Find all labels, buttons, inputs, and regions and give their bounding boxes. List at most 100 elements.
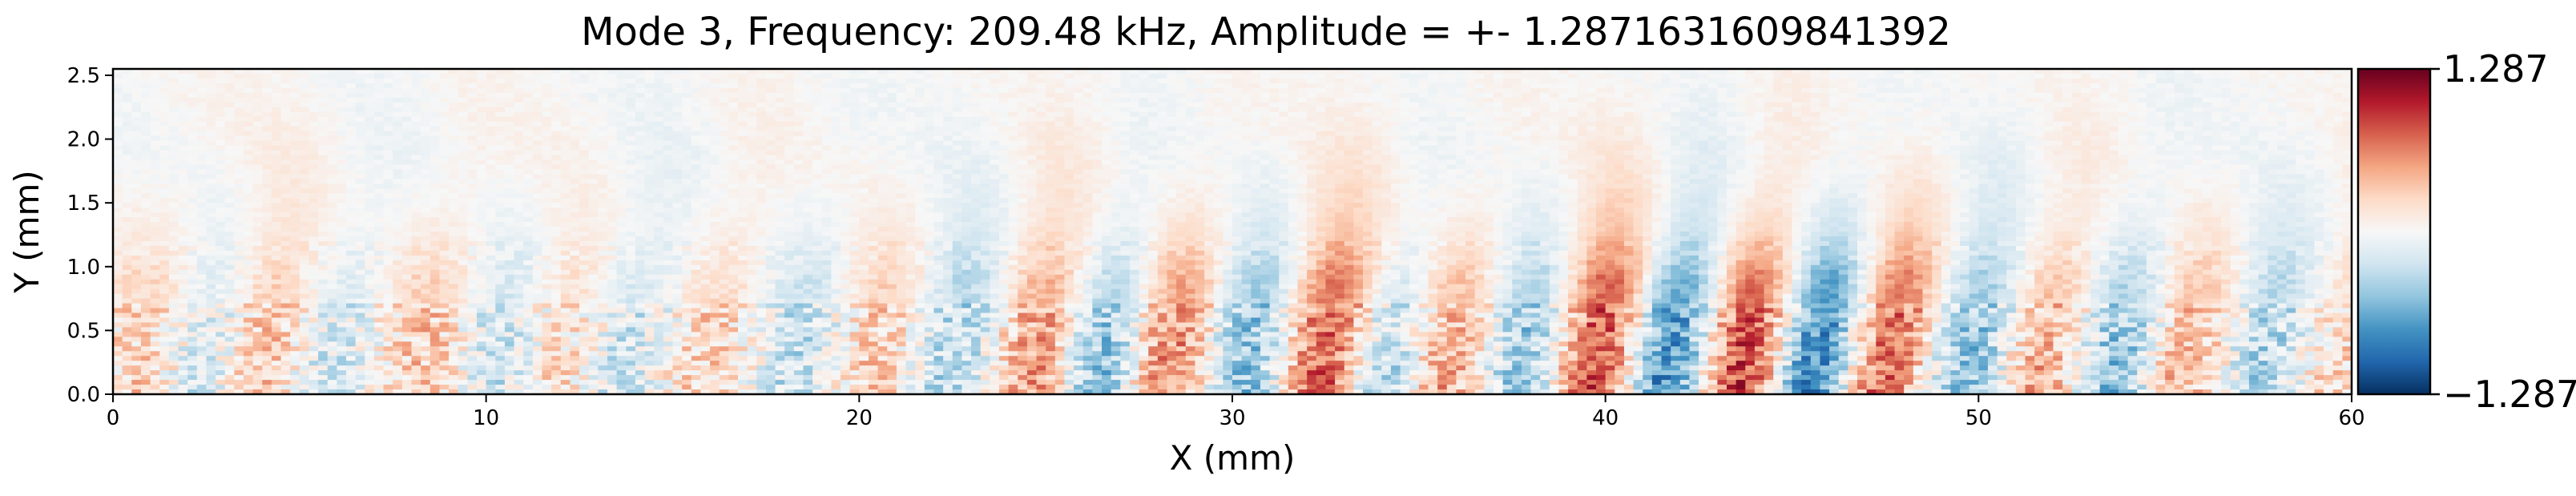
heatmap-cell [626, 126, 636, 132]
heatmap-cell [663, 83, 674, 89]
heatmap-cell [1092, 140, 1103, 147]
heatmap-cell [1540, 73, 1550, 79]
heatmap-cell [933, 116, 944, 123]
heatmap-cell [365, 131, 375, 137]
heatmap-cell [570, 116, 580, 123]
heatmap-cell [1577, 83, 1587, 89]
heatmap-cell [961, 102, 972, 108]
heatmap-cell [337, 92, 347, 99]
heatmap-cell [1465, 97, 1476, 103]
heatmap-cell [2248, 69, 2260, 75]
heatmap-cell [626, 135, 636, 142]
heatmap-cell [1129, 97, 1140, 103]
heatmap-cell [1530, 78, 1541, 84]
heatmap-cell [1671, 145, 1681, 151]
heatmap-cell [252, 73, 263, 79]
heatmap-cell [393, 116, 403, 123]
heatmap-cell [1260, 69, 1271, 75]
heatmap-cell [719, 159, 729, 166]
heatmap-cell [1913, 116, 1924, 123]
heatmap-cell [2258, 78, 2268, 84]
heatmap-cell [1465, 135, 1476, 142]
heatmap-cell [1456, 73, 1466, 79]
heatmap-cell [1773, 126, 1784, 132]
heatmap-cell [868, 107, 879, 113]
heatmap-cell [849, 69, 860, 75]
heatmap-cell [1978, 73, 1989, 79]
heatmap-cell [1400, 116, 1410, 123]
heatmap-cell [150, 107, 160, 113]
heatmap-cell [1167, 97, 1177, 103]
heatmap-cell [644, 78, 655, 84]
heatmap-cell [2127, 111, 2138, 118]
heatmap-cell [728, 92, 739, 99]
heatmap-cell [1054, 111, 1066, 118]
heatmap-cell [1148, 83, 1159, 89]
heatmap-cell [1707, 78, 1718, 84]
heatmap-cell [2314, 78, 2324, 84]
heatmap-cell [2062, 78, 2073, 84]
heatmap-cell [2146, 78, 2157, 84]
heatmap-cell [1111, 111, 1121, 118]
heatmap-cell [373, 126, 385, 132]
heatmap-cell [2332, 83, 2343, 89]
heatmap-cell [1260, 87, 1271, 94]
heatmap-cell [113, 107, 123, 113]
heatmap-cell [570, 92, 580, 99]
heatmap-cell [2109, 73, 2119, 79]
heatmap-cell [1904, 78, 1914, 84]
heatmap-cell [1717, 78, 1727, 84]
heatmap-cell [691, 121, 702, 127]
heatmap-cell [877, 116, 888, 123]
heatmap-cell [728, 116, 739, 123]
heatmap-cell [896, 87, 907, 94]
heatmap-cell [2127, 107, 2138, 113]
heatmap-cell [1838, 126, 1848, 132]
heatmap-cell [1997, 83, 2007, 89]
heatmap-cell [1512, 107, 1522, 113]
heatmap-cell [2314, 145, 2324, 151]
heatmap-cell [896, 121, 907, 127]
heatmap-cell [1530, 140, 1541, 147]
heatmap-cell [318, 121, 329, 127]
heatmap-cell [2202, 145, 2212, 151]
heatmap-cell [2006, 111, 2017, 118]
heatmap-cell [1157, 150, 1168, 156]
heatmap-cell [831, 145, 841, 151]
heatmap-cell [2109, 92, 2119, 99]
heatmap-cell [1633, 145, 1643, 151]
heatmap-cell [308, 111, 319, 118]
heatmap-cell [477, 92, 487, 99]
heatmap-cell [635, 126, 646, 132]
heatmap-cell [1904, 111, 1914, 118]
heatmap-cell [990, 159, 1000, 166]
heatmap-cell [2043, 92, 2054, 99]
heatmap-cell [1707, 97, 1718, 103]
heatmap-cell [1129, 145, 1140, 151]
heatmap-cell [2155, 92, 2166, 99]
heatmap-cell [560, 69, 571, 75]
heatmap-cell [887, 159, 897, 166]
heatmap-cell [1941, 111, 1952, 118]
heatmap-cell [1307, 150, 1317, 156]
heatmap-cell [1782, 145, 1793, 151]
heatmap-cell [1596, 111, 1606, 118]
heatmap-cell [1325, 83, 1336, 89]
heatmap-cell [1046, 83, 1056, 89]
heatmap-cell [1148, 92, 1159, 99]
heatmap-cell [2118, 121, 2129, 127]
heatmap-cell [1754, 102, 1765, 108]
heatmap-cell [747, 97, 757, 103]
heatmap-cell [784, 92, 795, 99]
heatmap-cell [2025, 87, 2035, 94]
heatmap-cell [1577, 107, 1587, 113]
heatmap-cell [1735, 121, 1746, 127]
heatmap-cell [1773, 116, 1784, 123]
heatmap-cell [1512, 73, 1522, 79]
heatmap-cell [1754, 155, 1765, 161]
heatmap-cell [178, 102, 188, 108]
heatmap-cell [1540, 111, 1550, 118]
heatmap-cell [1213, 78, 1223, 84]
heatmap-cell [2155, 83, 2166, 89]
heatmap-cell [2006, 69, 2017, 75]
